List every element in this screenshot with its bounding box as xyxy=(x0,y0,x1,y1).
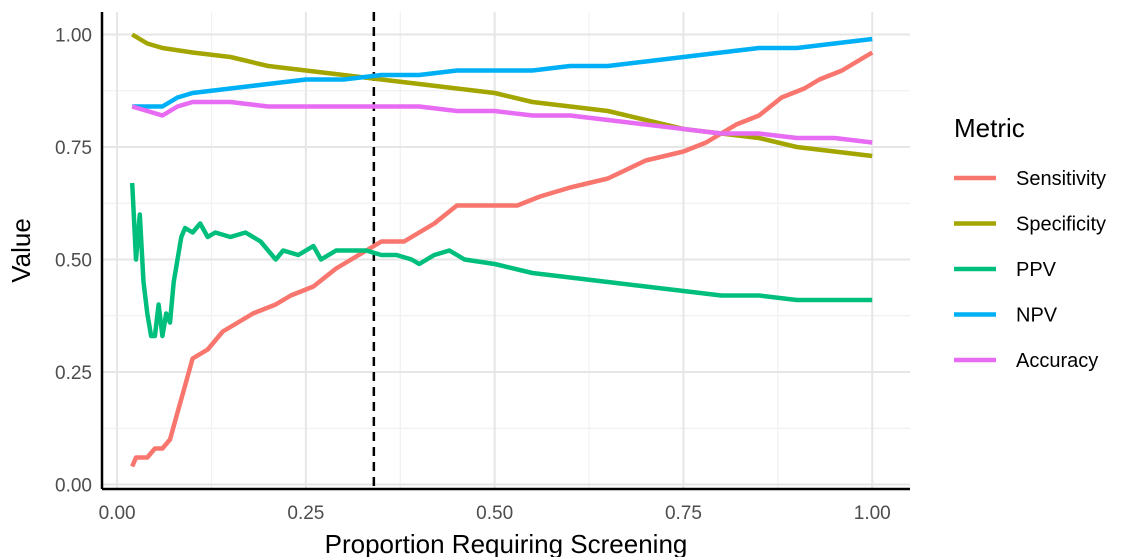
legend-label-specificity: Specificity xyxy=(1016,214,1106,236)
x-tick-label: 0.25 xyxy=(287,503,324,524)
x-axis-title: Proportion Requiring Screening xyxy=(325,529,688,557)
legend-label-sensitivity: Sensitivity xyxy=(1016,168,1106,190)
legend-items: Sensitivity Specificity PPV NPV Accuracy xyxy=(954,168,1106,372)
axes xyxy=(100,12,910,491)
y-tick-label: 1.00 xyxy=(55,26,92,47)
y-axis-ticks: 0.00 0.25 0.50 0.75 1.00 xyxy=(55,26,92,497)
legend-label-ppv: PPV xyxy=(1016,259,1057,281)
major-gridlines xyxy=(102,12,910,489)
minor-gridlines xyxy=(102,12,910,489)
legend: Metric Sensitivity Specificity PPV NPV Accur… xyxy=(954,113,1106,372)
y-tick-label: 0.75 xyxy=(55,138,92,159)
legend-label-npv: NPV xyxy=(1016,305,1058,327)
series-lines xyxy=(129,32,874,468)
x-tick-label: 0.50 xyxy=(476,503,513,524)
series-line-ppv xyxy=(129,182,873,339)
x-tick-label: 1.00 xyxy=(854,503,891,524)
legend-title: Metric xyxy=(954,113,1025,143)
x-tick-label: 0.00 xyxy=(99,503,136,524)
series-line-specificity xyxy=(131,32,873,159)
legend-label-accuracy: Accuracy xyxy=(1016,350,1098,372)
x-tick-label: 0.75 xyxy=(665,503,702,524)
x-axis-ticks: 0.00 0.25 0.50 0.75 1.00 xyxy=(99,503,891,524)
y-axis-title: Value xyxy=(6,218,36,283)
y-tick-label: 0.00 xyxy=(55,476,92,497)
series-line-sensitivity xyxy=(130,50,874,468)
series-line-npv xyxy=(132,36,873,109)
y-tick-label: 0.50 xyxy=(55,251,92,272)
series-line-accuracy xyxy=(131,99,873,145)
y-tick-label: 0.25 xyxy=(55,363,92,384)
